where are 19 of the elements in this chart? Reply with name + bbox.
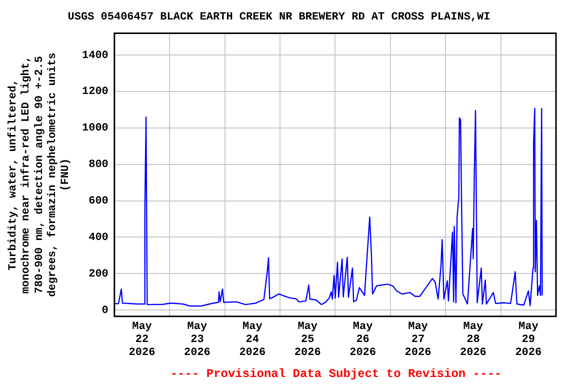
y-tick-label: 0 [102,304,108,317]
chart-title: USGS 05406457 BLACK EARTH CREEK NR BREWERY RD AT CROSS PLAINS,WI [68,11,490,24]
y-tick-label: 400 [88,232,108,244]
y-tick-label: 200 [88,268,108,280]
text: ---- Provisional Data Subject to Revision ---- [169,367,503,381]
x-tick-label: May 26 2026 [350,320,376,360]
y-tick-label: 1200 [82,86,108,98]
y-tick-label: 600 [88,196,108,208]
x-tick-label: May 24 2026 [239,320,266,360]
x-tick-label: May 28 2026 [460,320,486,360]
y-axis-title: Turbidity, water, unfiltered, monochrome near infra-red LED light, 780-900 nm, detection angle 90 +-2.5 degrees, formazin nephelometric units (FNU) [6,52,72,297]
x-tick-label: May 25 2026 [294,320,321,360]
y-tick-label: 1000 [82,122,108,135]
y-tick-label: 800 [88,159,108,172]
x-tick-label: May 29 2026 [515,320,542,360]
y-tick-label: 1400 [82,50,108,62]
x-tick-label: May 27 2026 [404,320,432,360]
x-tick-label: May 23 2026 [184,320,210,360]
x-tick-label: May 22 2026 [128,320,156,360]
